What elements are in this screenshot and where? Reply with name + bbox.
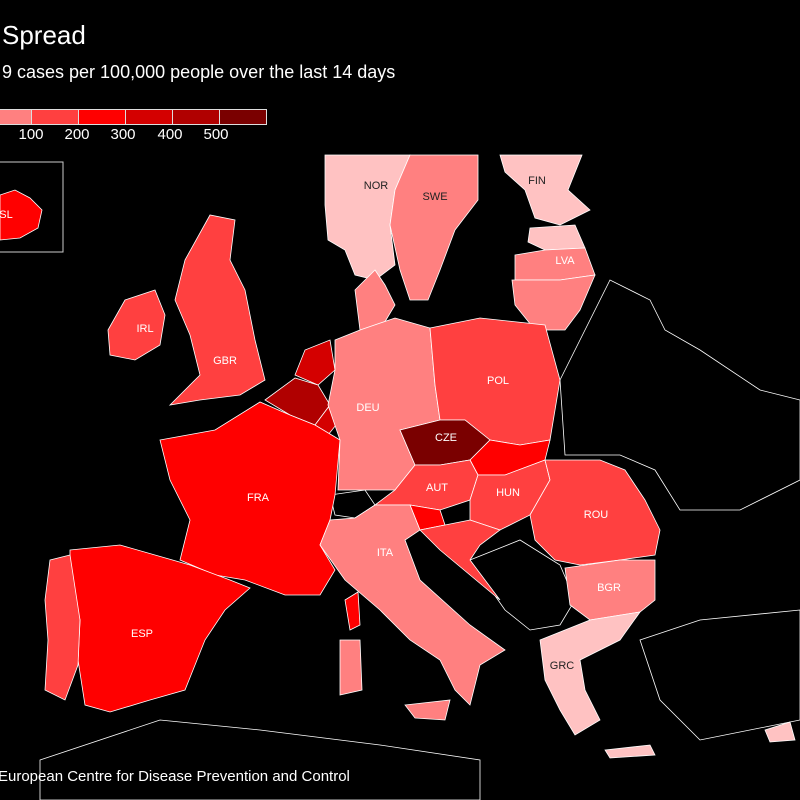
- legend-tick: 400: [157, 126, 183, 143]
- legend-swatch: [0, 110, 32, 124]
- legend-swatch: [173, 110, 220, 124]
- country-label: ITA: [377, 547, 394, 559]
- country-LTU: [511, 274, 596, 331]
- country-FRA: [159, 401, 341, 596]
- legend-swatch: [32, 110, 79, 124]
- country-label: BGR: [597, 582, 621, 594]
- country-outline-north-africa: [39, 719, 481, 800]
- country-label: GRC: [550, 660, 575, 672]
- legend-swatch: [79, 110, 126, 124]
- legend-tick: 200: [64, 126, 90, 143]
- country-EST: [527, 224, 586, 251]
- country-GBR: [168, 214, 266, 406]
- country-IRL: [107, 289, 166, 361]
- legend-swatch: [126, 110, 173, 124]
- country-outline-turkey: [639, 609, 800, 741]
- country-outline-balkans: [469, 539, 576, 631]
- country-label: NOR: [364, 180, 389, 192]
- country-PRT: [44, 554, 81, 701]
- legend-swatch: [220, 110, 266, 124]
- country-ISL: [0, 189, 43, 241]
- country-CYP: [764, 721, 796, 743]
- country-ROU: [529, 459, 661, 566]
- source-note: European Centre for Disease Prevention a…: [0, 768, 350, 785]
- chart-title: Spread: [2, 20, 86, 50]
- country-FIN: [499, 154, 591, 226]
- country-HRV: [419, 519, 501, 601]
- color-legend: [0, 109, 267, 125]
- country-label: SL: [0, 209, 13, 221]
- legend-tick: 100: [18, 126, 44, 143]
- country-label: GBR: [213, 355, 237, 367]
- country-FRA-corsica: [344, 591, 361, 631]
- country-label: POL: [487, 375, 509, 387]
- country-label: HUN: [496, 487, 520, 499]
- country-label: ESP: [131, 628, 153, 640]
- country-label: FRA: [247, 492, 270, 504]
- legend-tick: 500: [203, 126, 229, 143]
- country-ITA: [319, 504, 506, 706]
- country-label: CZE: [435, 432, 457, 444]
- country-SWE: [389, 154, 479, 301]
- chart-subtitle: 9 cases per 100,000 people over the last…: [2, 62, 396, 82]
- legend-tick: 300: [110, 126, 136, 143]
- country-label: DEU: [356, 402, 379, 414]
- country-ITA-sardinia: [339, 639, 363, 696]
- country-label: AUT: [426, 482, 448, 494]
- country-outline-ukraine: [559, 279, 800, 511]
- country-label: IRL: [136, 323, 153, 335]
- iceland-inset-frame: [0, 161, 64, 253]
- country-GRC-crete: [604, 744, 656, 759]
- country-BGR: [564, 559, 656, 621]
- country-label: LVA: [555, 255, 575, 267]
- country-label: SWE: [422, 191, 447, 203]
- country-GRC: [539, 611, 641, 736]
- country-ITA-sicily: [404, 699, 451, 721]
- country-label: ROU: [584, 509, 609, 521]
- country-label: FIN: [528, 175, 546, 187]
- country-NLD: [294, 339, 336, 386]
